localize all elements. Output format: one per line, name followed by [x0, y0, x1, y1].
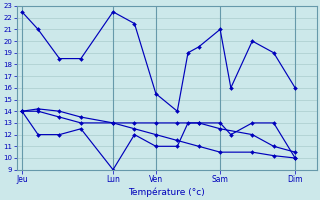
- X-axis label: Température (°c): Température (°c): [128, 187, 205, 197]
